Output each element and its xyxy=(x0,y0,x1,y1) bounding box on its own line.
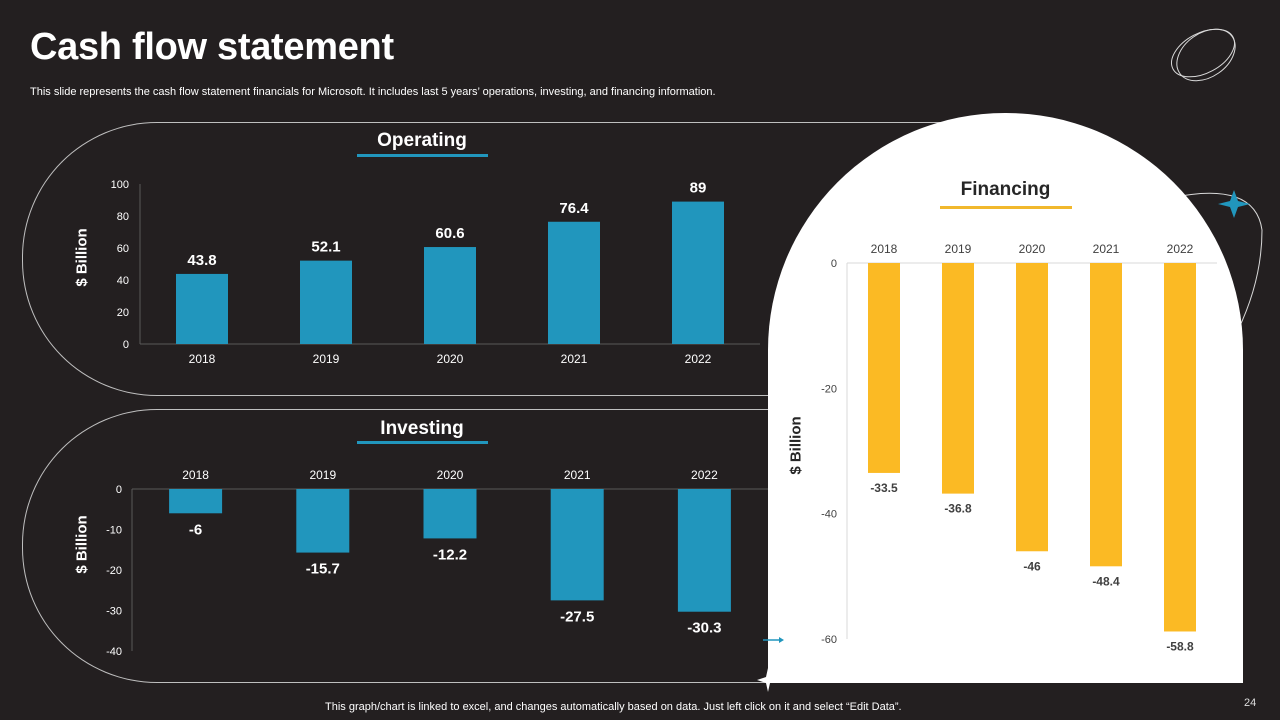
page-number: 24 xyxy=(1244,697,1257,709)
investing-underline xyxy=(357,441,488,444)
y-tick-label: 60 xyxy=(117,243,129,255)
data-label: -46 xyxy=(1023,559,1041,573)
bar xyxy=(548,221,600,344)
y-tick-label: 20 xyxy=(117,307,129,319)
x-tick-label: 2018 xyxy=(871,242,898,256)
data-label: -6 xyxy=(189,521,202,538)
data-label: -33.5 xyxy=(870,481,898,495)
bar xyxy=(1090,263,1122,567)
bar xyxy=(942,263,974,494)
x-tick-label: 2022 xyxy=(685,352,712,366)
x-tick-label: 2018 xyxy=(182,468,209,482)
data-label: 76.4 xyxy=(559,200,589,217)
y-tick-label: -20 xyxy=(821,383,837,395)
operating-underline xyxy=(357,154,488,157)
bar xyxy=(423,489,477,539)
y-tick-label: 100 xyxy=(111,179,129,191)
y-tick-label: 0 xyxy=(123,339,129,351)
bar xyxy=(677,489,731,612)
y-tick-label: -40 xyxy=(106,646,122,658)
y-tick-label: -60 xyxy=(821,634,837,646)
y-tick-label: -10 xyxy=(106,525,122,537)
x-tick-label: 2020 xyxy=(437,468,464,482)
bar xyxy=(169,489,223,514)
x-tick-label: 2020 xyxy=(1019,242,1046,256)
y-tick-label: 0 xyxy=(831,258,837,270)
x-tick-label: 2018 xyxy=(189,352,216,366)
y-tick-label: -20 xyxy=(106,565,122,577)
bar xyxy=(300,260,352,344)
operating-heading: Operating xyxy=(377,130,467,151)
operating-panel xyxy=(22,122,963,396)
financing-underline xyxy=(940,206,1072,209)
bar xyxy=(296,489,350,553)
data-label: -15.7 xyxy=(306,561,340,578)
investing-panel xyxy=(22,409,923,683)
x-tick-label: 2019 xyxy=(313,352,340,366)
investing-heading: Investing xyxy=(380,418,464,439)
data-label: -58.8 xyxy=(1166,639,1194,653)
y-tick-label: 80 xyxy=(117,211,129,223)
bar xyxy=(1016,263,1048,552)
x-tick-label: 2022 xyxy=(691,468,718,482)
financing-heading: Financing xyxy=(960,179,1051,200)
x-tick-label: 2021 xyxy=(561,352,588,366)
bar xyxy=(550,489,604,601)
data-label: -27.5 xyxy=(560,608,594,625)
bar xyxy=(672,201,724,344)
y-tick-label: -40 xyxy=(821,509,837,521)
footer-text: This graph/chart is linked to excel, and… xyxy=(325,701,902,713)
y-tick-label: 40 xyxy=(117,275,129,287)
y-tick-label: 0 xyxy=(116,484,122,496)
bar xyxy=(868,263,900,473)
bar xyxy=(424,247,476,344)
data-label: -30.3 xyxy=(687,620,721,637)
data-label: 43.8 xyxy=(187,252,216,269)
y-tick-label: -30 xyxy=(106,606,122,618)
data-label: -12.2 xyxy=(433,546,467,563)
bar xyxy=(176,273,228,344)
bar xyxy=(1164,263,1196,632)
x-tick-label: 2022 xyxy=(1167,242,1194,256)
data-label: -36.8 xyxy=(944,502,972,516)
data-label: -48.4 xyxy=(1092,574,1120,588)
page-subtitle: This slide represents the cash flow stat… xyxy=(30,86,716,98)
page-title: Cash flow statement xyxy=(30,26,394,68)
data-label: 60.6 xyxy=(435,225,464,242)
x-tick-label: 2019 xyxy=(945,242,972,256)
data-label: 89 xyxy=(690,180,707,197)
x-tick-label: 2020 xyxy=(437,352,464,366)
data-label: 52.1 xyxy=(311,239,340,256)
x-tick-label: 2019 xyxy=(309,468,336,482)
x-tick-label: 2021 xyxy=(564,468,591,482)
x-tick-label: 2021 xyxy=(1093,242,1120,256)
